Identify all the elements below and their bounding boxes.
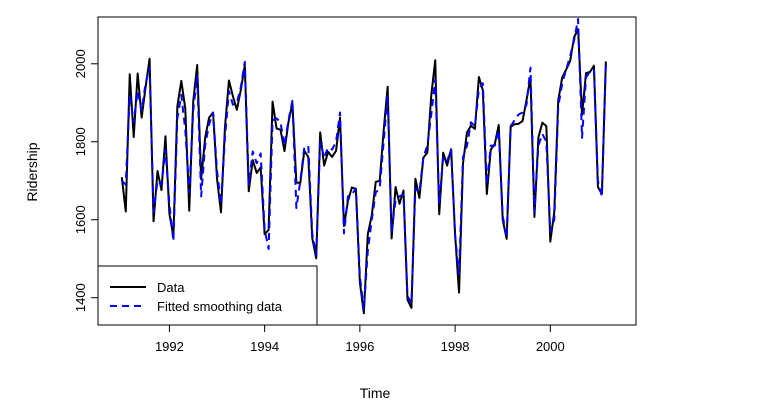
legend-label-fitted: Fitted smoothing data xyxy=(157,299,283,314)
y-tick-label-1600: 1600 xyxy=(73,205,88,234)
x-tick-label-1996: 1996 xyxy=(345,339,374,354)
x-tick-label-1992: 1992 xyxy=(155,339,184,354)
legend: Data Fitted smoothing data xyxy=(97,265,318,326)
x-axis-title: Time xyxy=(360,385,391,401)
y-tick-label-1400: 1400 xyxy=(73,283,88,312)
x-tick-label-1998: 1998 xyxy=(441,339,470,354)
y-tick-label-2000: 2000 xyxy=(73,49,88,78)
x-tick-label-2000: 2000 xyxy=(536,339,565,354)
series-line-fitted-smoothing xyxy=(121,17,607,311)
legend-box xyxy=(97,265,318,326)
x-axis: 1992 1994 1996 1998 2000 xyxy=(155,324,565,354)
y-tick-label-1800: 1800 xyxy=(73,127,88,156)
y-axis: 1400 1600 1800 2000 xyxy=(73,49,99,312)
y-axis-title: Ridership xyxy=(24,142,40,201)
x-tick-label-1994: 1994 xyxy=(250,339,279,354)
legend-label-data: Data xyxy=(157,280,185,295)
series-layer xyxy=(120,17,607,315)
